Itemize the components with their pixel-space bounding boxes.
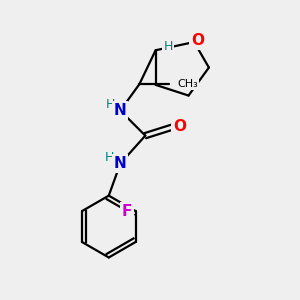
Text: N: N [114, 156, 127, 171]
Text: CH₃: CH₃ [177, 79, 198, 89]
Text: H: H [104, 151, 114, 164]
Text: N: N [114, 103, 127, 118]
Text: H: H [106, 98, 116, 111]
Text: O: O [191, 33, 204, 48]
Text: O: O [173, 119, 186, 134]
Text: F: F [122, 204, 132, 219]
Text: H: H [163, 40, 173, 53]
